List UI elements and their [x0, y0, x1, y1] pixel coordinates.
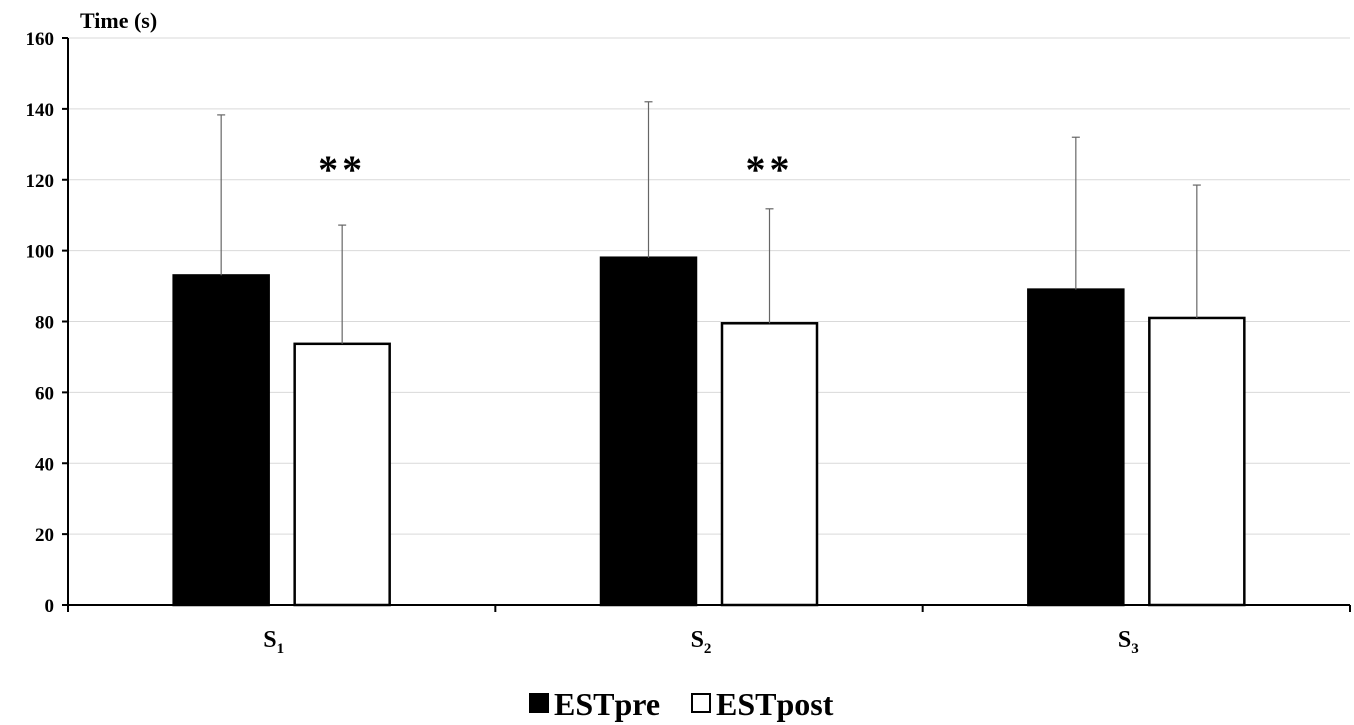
bar-estpost-3 — [1148, 316, 1246, 607]
category-main: S — [691, 627, 704, 653]
y-tick-label: 0 — [45, 596, 55, 617]
category-main: S — [1118, 627, 1131, 653]
bars — [172, 256, 1246, 607]
y-tick-label: 140 — [26, 100, 55, 121]
error-bars — [217, 101, 1201, 344]
significance-marker: ** — [318, 147, 366, 192]
gridlines — [68, 37, 1350, 535]
category-subscript: 3 — [1131, 641, 1139, 657]
bar-estpre-3 — [1027, 288, 1125, 607]
y-tick-label: 60 — [35, 383, 54, 404]
bar-estpre-1 — [172, 274, 270, 607]
y-tick-labels: 0 20 40 60 80 100 120 140 160 — [26, 29, 55, 617]
x-category-label: S2 — [691, 627, 712, 657]
x-category-label: S3 — [1118, 627, 1139, 657]
bar-estpre-2 — [599, 256, 698, 607]
bar-estpost-2 — [720, 322, 819, 607]
y-tick-label: 160 — [26, 29, 55, 50]
category-subscript: 1 — [277, 641, 285, 657]
significance-marker: ** — [746, 147, 794, 192]
category-subscript: 2 — [704, 641, 712, 657]
x-category-labels: S1 S2 S3 — [263, 627, 1139, 657]
y-axis-title: Time (s) — [80, 8, 157, 33]
legend: ESTpre ESTpost — [529, 686, 834, 722]
y-tick-label: 80 — [35, 313, 54, 334]
axes — [62, 37, 1351, 612]
x-category-label: S1 — [263, 627, 284, 657]
legend-swatch-estpre — [529, 693, 549, 713]
legend-label: ESTpost — [716, 686, 834, 722]
y-tick-label: 20 — [35, 525, 54, 546]
y-tick-label: 100 — [26, 242, 55, 263]
bar-estpost-1 — [293, 342, 391, 607]
category-main: S — [263, 627, 276, 653]
annotations: ** ** — [318, 147, 794, 192]
y-tick-label: 40 — [35, 454, 54, 475]
legend-label: ESTpre — [554, 686, 660, 722]
y-tick-label: 120 — [26, 171, 55, 192]
legend-swatch-estpost — [691, 693, 711, 713]
